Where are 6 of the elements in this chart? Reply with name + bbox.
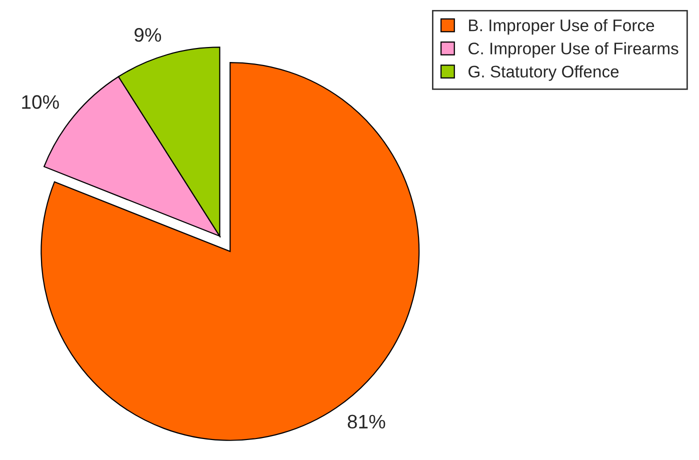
data-label: 9% [134,28,162,42]
legend-label: B. Improper Use of Force [469,19,654,35]
legend-label: G. Statutory Offence [468,65,619,81]
data-label: 81% [348,414,386,429]
data-label: 10% [22,95,59,109]
legend-label: C. Improper Use of Firearms [468,42,678,58]
